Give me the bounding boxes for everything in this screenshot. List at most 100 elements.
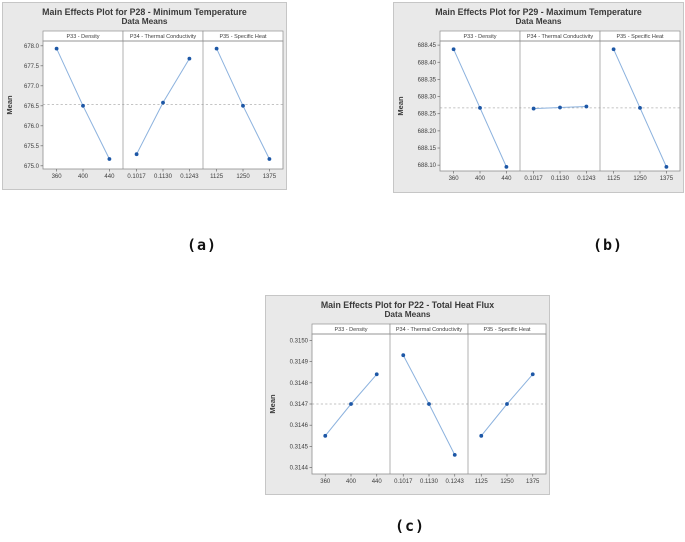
x-tick-label: 1125 [210,174,224,180]
y-tick-label: 0.3144 [290,466,309,472]
data-point-marker [584,104,589,109]
x-tick-label: 440 [501,176,512,182]
data-point-marker [504,164,509,169]
chart-canvas: P33 - Density P34 - Thermal Conductivity P… [396,30,681,182]
y-axis-label: Mean [5,95,14,115]
y-tick-label: 677.0 [24,84,40,90]
x-tick-label: 440 [104,174,115,180]
x-tick-label: 1250 [236,174,250,180]
panel-header-label: P33 - Density [66,34,99,40]
data-point-marker [638,105,642,110]
y-tick-label: 676.5 [24,104,40,110]
y-tick-label: 688.40 [418,60,437,66]
x-tick-label: 0.1017 [127,174,146,180]
x-tick-label: 360 [449,176,460,182]
main-effects-plot-p28-figure: Main Effects Plot for P28 - Minimum Temp… [2,2,287,190]
x-tick-label: 0.1243 [180,174,199,180]
x-tick-label: 440 [372,479,383,485]
y-tick-label: 675.5 [24,144,40,150]
y-axis-label: Mean [396,96,405,116]
data-point-marker [267,157,272,161]
data-point-marker [479,433,484,438]
y-tick-label: 0.3149 [290,360,309,366]
data-point-marker [531,106,536,111]
chart-title: Main Effects Plot for P28 - Minimum Temp… [42,7,247,17]
y-tick-label: 0.3148 [290,381,309,387]
figure-caption-c: (c) [394,517,426,535]
data-point-marker [241,103,245,108]
data-point-marker [187,56,192,61]
y-tick-label: 688.25 [418,112,437,118]
data-point-marker [107,157,112,161]
plot-background [43,31,283,169]
data-point-marker [664,164,669,169]
y-tick-label: 688.10 [418,163,437,169]
data-point-marker [54,46,59,51]
panel-header-label: P35 - Specific Heat [219,34,267,40]
figure-caption-b: (b) [592,236,624,254]
y-tick-label: 675.0 [24,164,40,170]
data-point-marker [134,152,139,157]
chart-canvas: P33 - Density P34 - Thermal Conductivity P… [5,30,284,180]
panel-header-label: P35 - Specific Heat [483,327,531,333]
data-point-marker [349,402,353,406]
data-point-marker [214,46,219,51]
x-tick-label: 0.1130 [154,174,173,180]
plot-background [440,31,680,171]
panel-header-label: P34 - Thermal Conductivity [130,34,196,40]
data-point-marker [451,47,456,52]
x-tick-label: 1375 [660,176,674,182]
plot-background [312,324,546,474]
data-point-marker [452,453,457,457]
main-effects-plot-p22-figure: Main Effects Plot for P22 - Total Heat F… [265,295,550,495]
y-tick-label: 688.20 [418,129,437,135]
x-tick-label: 1125 [475,479,489,485]
x-tick-label: 360 [320,479,331,485]
x-tick-label: 400 [346,479,357,485]
data-point-marker [611,47,616,52]
panel-header-label: P34 - Thermal Conductivity [396,327,462,333]
data-point-marker [530,372,535,377]
chart-subtitle: Data Means [121,16,168,26]
chart-subtitle: Data Means [515,16,562,26]
chart-subtitle: Data Means [384,309,431,319]
x-tick-label: 0.1017 [524,176,543,182]
x-tick-label: 1375 [263,174,277,180]
x-tick-label: 0.1243 [446,479,465,485]
y-tick-label: 0.3145 [290,444,309,450]
y-tick-label: 688.15 [418,146,437,152]
x-tick-label: 1125 [607,176,621,182]
y-tick-label: 676.0 [24,124,40,130]
x-tick-label: 400 [78,174,89,180]
panel-header-label: P34 - Thermal Conductivity [527,34,593,40]
data-point-marker [558,105,562,110]
x-tick-label: 0.1017 [394,479,413,485]
y-tick-label: 0.3147 [290,402,309,408]
x-tick-label: 0.1243 [577,176,596,182]
y-tick-label: 688.30 [418,95,437,101]
y-tick-label: 0.3146 [290,423,309,429]
y-axis-label: Mean [268,394,277,414]
data-point-marker [478,105,482,110]
x-tick-label: 0.1130 [551,176,570,182]
data-point-marker [505,402,509,406]
data-point-marker [81,103,85,108]
x-tick-label: 0.1130 [420,479,439,485]
data-point-marker [427,402,431,406]
x-tick-label: 1250 [633,176,647,182]
data-point-marker [161,100,165,105]
data-point-marker [323,433,328,438]
panel-header-label: P33 - Density [334,327,367,333]
y-tick-label: 678.0 [24,44,40,50]
x-tick-label: 400 [475,176,486,182]
chart-canvas: P33 - Density P34 - Thermal Conductivity P… [268,323,547,485]
y-tick-label: 677.5 [24,64,40,70]
x-tick-label: 1375 [526,479,540,485]
figure-caption-a: (a) [186,236,218,254]
main-effects-plot-p29-figure: Main Effects Plot for P29 - Maximum Temp… [393,2,684,193]
x-tick-label: 360 [52,174,63,180]
data-point-marker [374,372,379,377]
chart-title: Main Effects Plot for P29 - Maximum Temp… [435,7,642,17]
chart-title: Main Effects Plot for P22 - Total Heat F… [320,300,495,310]
